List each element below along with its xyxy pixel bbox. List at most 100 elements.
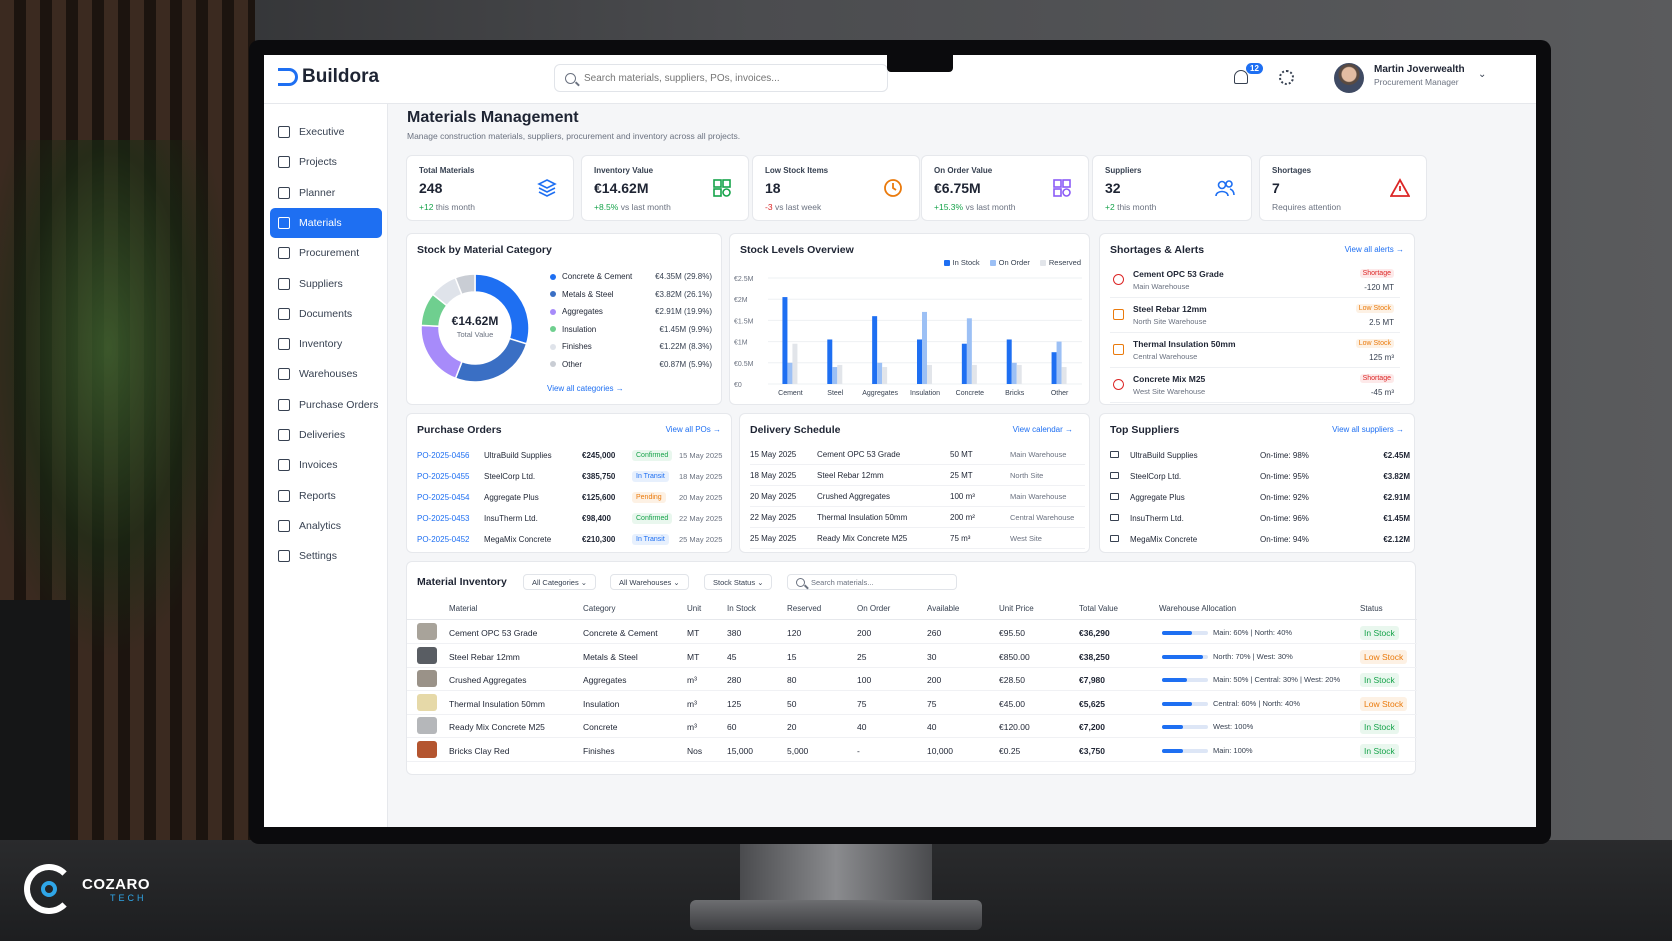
bar-on-order[interactable] [1011, 362, 1017, 384]
table-row[interactable]: Steel Rebar 12mm Metals & Steel MT 45 15 25 30… [407, 644, 1417, 668]
table-row[interactable]: 25 May 2025 Ready Mix Concrete M25 75 m³ We… [750, 529, 1085, 549]
view-all-categories-link[interactable]: View all categories → [547, 384, 624, 393]
column-header[interactable]: In Stock [727, 604, 756, 613]
bar-on-order[interactable] [787, 362, 793, 384]
sidebar-item-executive[interactable]: Executive [270, 117, 382, 147]
table-row[interactable]: 15 May 2025 Cement OPC 53 Grade 50 MT Main … [750, 445, 1085, 465]
bar-in-stock[interactable] [1006, 339, 1012, 384]
kpi-card[interactable]: Low Stock Items 18 -3 vs last week [752, 155, 920, 221]
bar-reserved[interactable] [882, 367, 888, 384]
view-all-alerts-link[interactable]: View all alerts → [1344, 245, 1404, 254]
avatar[interactable] [1334, 63, 1364, 93]
bar-on-order[interactable] [832, 367, 838, 384]
column-header[interactable]: Unit Price [999, 604, 1034, 613]
donut-slice[interactable] [454, 273, 476, 296]
sidebar-item-documents[interactable]: Documents [270, 299, 382, 329]
table-row[interactable]: PO-2025-0453 InsuTherm Ltd. €98,400 Confirm… [417, 508, 727, 528]
sidebar-item-deliveries[interactable]: Deliveries [270, 420, 382, 450]
table-row[interactable]: Aggregate Plus On-time: 92% €2.91M [1110, 487, 1410, 507]
po-id-link[interactable]: PO-2025-0454 [417, 492, 470, 502]
po-id-link[interactable]: PO-2025-0453 [417, 513, 470, 523]
column-header[interactable]: Unit [687, 604, 702, 613]
alert-item[interactable]: Cement OPC 53 Grade Main Warehouse Shortag… [1110, 264, 1400, 298]
column-header[interactable]: Warehouse Allocation [1159, 604, 1237, 613]
bar-in-stock[interactable] [872, 316, 878, 384]
sidebar-item-invoices[interactable]: Invoices [270, 450, 382, 480]
table-row[interactable]: InsuTherm Ltd. On-time: 96% €1.45M [1110, 508, 1410, 528]
bar-on-order[interactable] [966, 318, 972, 384]
sidebar-item-inventory[interactable]: Inventory [270, 329, 382, 359]
inventory-search-input[interactable]: Search materials... [811, 577, 874, 587]
bar-in-stock[interactable] [961, 343, 967, 384]
sidebar-item-purchase-orders[interactable]: Purchase Orders [270, 390, 382, 420]
table-row[interactable]: 18 May 2025 Steel Rebar 12mm 25 MT North Si… [750, 466, 1085, 486]
bar-reserved[interactable] [1016, 364, 1022, 384]
column-header[interactable]: Available [927, 604, 960, 613]
bar-reserved[interactable] [792, 343, 798, 384]
table-row[interactable]: Bricks Clay Red Finishes Nos 15,000 5,000 - 10… [407, 738, 1417, 762]
bar-on-order[interactable] [877, 362, 883, 384]
table-row[interactable]: PO-2025-0456 UltraBuild Supplies €245,000 C… [417, 445, 727, 465]
alert-item[interactable]: Steel Rebar 12mm North Site Warehouse Low … [1110, 299, 1400, 333]
warehouse-filter[interactable]: All Warehouses ⌄ [610, 574, 689, 590]
bar-in-stock[interactable] [1051, 352, 1057, 384]
user-name[interactable]: Martin Joverwealth [1374, 64, 1465, 75]
table-row[interactable]: Thermal Insulation 50mm Insulation m³ 125 50… [407, 691, 1417, 715]
sidebar-item-warehouses[interactable]: Warehouses [270, 359, 382, 389]
sidebar-item-settings[interactable]: Settings [270, 541, 382, 571]
bar-on-order[interactable] [1056, 341, 1062, 384]
alert-item[interactable]: Thermal Insulation 50mm Central Warehouse… [1110, 334, 1400, 368]
sidebar-item-reports[interactable]: Reports [270, 481, 382, 511]
sidebar-item-projects[interactable]: Projects [270, 147, 382, 177]
kpi-card[interactable]: Shortages 7 Requires attention [1259, 155, 1427, 221]
global-search[interactable] [554, 64, 888, 92]
inventory-search[interactable]: Search materials... [787, 574, 957, 590]
view-all-pos-link[interactable]: View all POs → [665, 425, 721, 434]
bar-in-stock[interactable] [782, 297, 788, 384]
sidebar-item-analytics[interactable]: Analytics [270, 511, 382, 541]
settings-gear-icon[interactable] [1279, 70, 1294, 85]
po-id-link[interactable]: PO-2025-0455 [417, 471, 470, 481]
sidebar-item-planner[interactable]: Planner [270, 178, 382, 208]
bar-reserved[interactable] [927, 364, 932, 384]
bar-reserved[interactable] [837, 364, 843, 384]
sidebar-item-materials[interactable]: Materials [270, 207, 382, 238]
column-header[interactable]: Status [1360, 604, 1383, 613]
bar-on-order[interactable] [922, 311, 927, 384]
column-header[interactable]: Material [449, 604, 478, 613]
kpi-card[interactable]: Suppliers 32 +2 this month [1092, 155, 1252, 221]
bar-in-stock[interactable] [917, 339, 922, 384]
alert-item[interactable]: Concrete Mix M25 West Site Warehouse Short… [1110, 369, 1400, 403]
chevron-down-icon[interactable]: ⌄ [1478, 69, 1487, 80]
bell-icon[interactable] [1234, 70, 1248, 84]
table-row[interactable]: PO-2025-0455 SteelCorp Ltd. €385,750 In Tra… [417, 466, 727, 486]
view-all-suppliers-link[interactable]: View all suppliers → [1332, 425, 1404, 434]
sidebar-item-procurement[interactable]: Procurement [270, 238, 382, 268]
table-row[interactable]: PO-2025-0452 MegaMix Concrete €210,300 In T… [417, 529, 727, 549]
kpi-card[interactable]: Total Materials 248 +12 this month [406, 155, 574, 221]
column-header[interactable]: Category [583, 604, 616, 613]
bar-reserved[interactable] [1061, 367, 1067, 384]
kpi-card[interactable]: Inventory Value €14.62M +8.5% vs last mont… [581, 155, 749, 221]
table-row[interactable]: MegaMix Concrete On-time: 94% €2.12M [1110, 529, 1410, 549]
stock-status-filter[interactable]: Stock Status ⌄ [704, 574, 773, 590]
column-header[interactable]: Total Value [1079, 604, 1118, 613]
kpi-card[interactable]: On Order Value €6.75M +15.3% vs last month [921, 155, 1089, 221]
po-id-link[interactable]: PO-2025-0452 [417, 534, 470, 544]
app-logo[interactable]: Buildora [278, 66, 379, 88]
table-row[interactable]: Crushed Aggregates Aggregates m³ 280 80 100 20… [407, 667, 1417, 691]
search-input[interactable] [584, 72, 874, 84]
category-filter[interactable]: All Categories ⌄ [523, 574, 597, 590]
table-row[interactable]: PO-2025-0454 Aggregate Plus €125,600 Pendin… [417, 487, 727, 507]
table-row[interactable]: SteelCorp Ltd. On-time: 95% €3.82M [1110, 466, 1410, 486]
column-header[interactable]: Reserved [787, 604, 822, 613]
sidebar-item-suppliers[interactable]: Suppliers [270, 269, 382, 299]
column-header[interactable]: On Order [857, 604, 891, 613]
bar-in-stock[interactable] [827, 339, 833, 384]
po-id-link[interactable]: PO-2025-0456 [417, 450, 470, 460]
table-row[interactable]: Ready Mix Concrete M25 Concrete m³ 60 20 40 40… [407, 714, 1417, 738]
table-row[interactable]: 22 May 2025 Thermal Insulation 50mm 200 m²… [750, 508, 1085, 528]
table-row[interactable]: Cement OPC 53 Grade Concrete & Cement MT 38… [407, 620, 1417, 644]
view-calendar-link[interactable]: View calendar → [1012, 425, 1073, 434]
table-row[interactable]: UltraBuild Supplies On-time: 98% €2.45M [1110, 445, 1410, 465]
